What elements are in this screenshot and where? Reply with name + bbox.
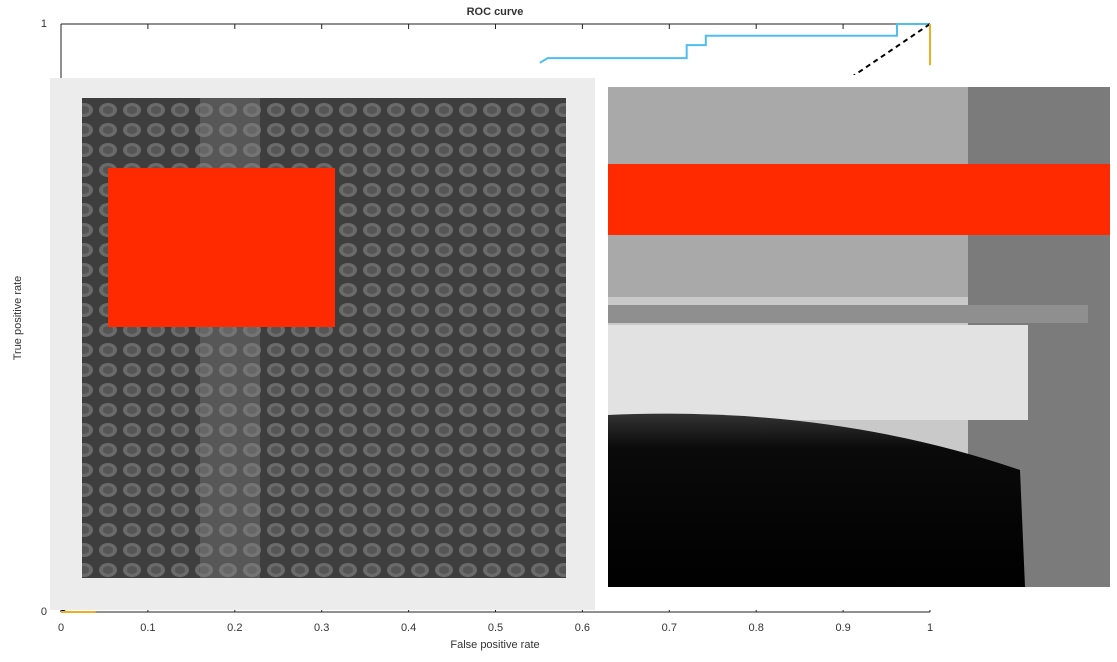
x-tick-label: 0.4 — [401, 622, 416, 634]
y-axis-label: True positive rate — [12, 276, 24, 361]
axes: ROC curve False positive rate True posit… — [12, 6, 933, 651]
x-tick-label: 0.1 — [140, 622, 155, 634]
redaction — [608, 164, 1110, 235]
x-tick-label: 0 — [58, 622, 64, 634]
x-tick-label: 0.2 — [227, 622, 242, 634]
redaction — [108, 168, 335, 327]
chart-title: ROC curve — [467, 6, 524, 18]
x-tick-label: 0.6 — [575, 622, 590, 634]
right-image-dark — [608, 413, 1025, 587]
series-line — [539, 23, 930, 64]
image-overlay — [50, 75, 1117, 610]
y-tick-label: 0 — [41, 606, 47, 618]
x-tick-label: 1 — [927, 622, 933, 634]
right-image-beam — [608, 305, 1088, 323]
x-tick-label: 0.3 — [314, 622, 329, 634]
x-tick-label: 0.9 — [835, 622, 850, 634]
x-tick-label: 0.7 — [662, 622, 677, 634]
y-tick-label: 1 — [41, 18, 47, 30]
x-axis-label: False positive rate — [450, 639, 539, 651]
x-tick-label: 0.8 — [749, 622, 764, 634]
x-tick-label: 0.5 — [488, 622, 503, 634]
right-image-wall — [608, 325, 1028, 420]
